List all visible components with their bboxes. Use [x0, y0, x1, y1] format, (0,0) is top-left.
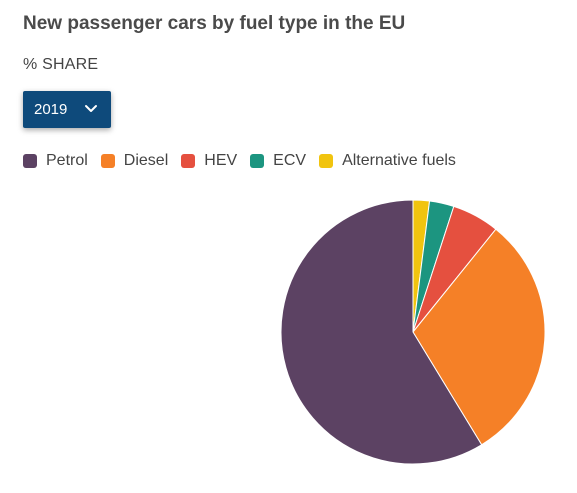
- chart-subtitle: % SHARE: [23, 56, 99, 73]
- year-dropdown[interactable]: 2019: [23, 91, 111, 128]
- legend-label-petrol: Petrol: [46, 152, 88, 169]
- chart-legend: Petrol Diesel HEV ECV Alternative fuels: [23, 152, 469, 170]
- legend-item-hev[interactable]: HEV: [181, 152, 237, 170]
- legend-swatch-hev: [181, 154, 196, 168]
- legend-swatch-ecv: [250, 154, 265, 168]
- legend-label-ecv: ECV: [273, 152, 307, 169]
- legend-item-petrol[interactable]: Petrol: [23, 152, 88, 170]
- legend-label-alternative-fuels: Alternative fuels: [342, 152, 456, 169]
- pie-slice-diesel[interactable]: [412, 228, 546, 446]
- legend-swatch-diesel: [100, 154, 115, 168]
- legend-item-alternative-fuels[interactable]: Alternative fuels: [319, 152, 456, 170]
- legend-swatch-petrol: [23, 154, 37, 168]
- legend-label-hev: HEV: [204, 152, 238, 169]
- chart-title: New passenger cars by fuel type in the E…: [23, 13, 406, 34]
- legend-label-diesel: Diesel: [123, 152, 169, 169]
- legend-item-ecv[interactable]: ECV: [250, 152, 306, 170]
- legend-item-diesel[interactable]: Diesel: [100, 152, 169, 170]
- chevron-down-icon: [85, 105, 97, 112]
- pie-slice-petrol[interactable]: [280, 199, 483, 465]
- legend-swatch-alternative-fuels: [319, 154, 334, 168]
- year-dropdown-value: 2019: [34, 101, 68, 118]
